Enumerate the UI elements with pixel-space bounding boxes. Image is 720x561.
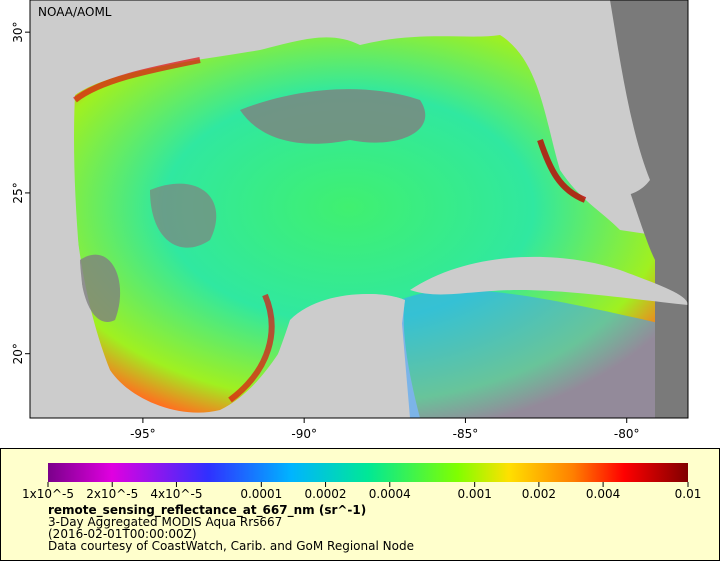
colorbar-tick-label: 0.001	[457, 487, 491, 501]
x-tick-label: -95°	[130, 427, 156, 441]
colorbar-tick-label: 1x10^-5	[22, 487, 74, 501]
colorbar-tick-label: 0.004	[586, 487, 620, 501]
colorbar-tick-label: 0.01	[675, 487, 702, 501]
map-frame	[29, 0, 689, 419]
legend-line: 3-Day Aggregated MODIS Aqua Rrs667	[48, 515, 282, 529]
mexico-texas	[30, 0, 260, 418]
credit: NOAA/AOML	[38, 5, 112, 19]
florida	[540, 0, 650, 196]
coastal-high	[537, 139, 587, 203]
colorbar-tick-label: 0.002	[522, 487, 556, 501]
no-data	[150, 183, 217, 248]
axes: -95° -90° -85° -80° 20° 25° 30°	[11, 22, 640, 441]
cuba	[410, 256, 688, 305]
colorbar-tick-label: 0.0001	[240, 487, 282, 501]
legend-line: Data courtesy of CoastWatch, Carib. and …	[48, 539, 414, 553]
x-tick-label: -80°	[614, 427, 640, 441]
caribbean	[400, 290, 688, 418]
y-tick-label: 25°	[11, 182, 25, 203]
no-data	[80, 254, 121, 322]
colorbar-tick-label: 0.0004	[369, 487, 411, 501]
colorbar-tick-label: 4x10^-5	[150, 487, 202, 501]
no-data	[240, 89, 426, 144]
colorbar	[48, 463, 688, 482]
x-tick-label: -90°	[291, 427, 317, 441]
colorbar-tick-label: 0.0002	[305, 487, 347, 501]
variable-name: remote_sensing_reflectance_at_667_nm (sr…	[48, 503, 366, 518]
y-tick-label: 20°	[11, 343, 25, 364]
map: NOAA/AOML	[29, 0, 689, 419]
coastal-high	[73, 57, 275, 403]
colorbar-tick-label: 2x10^-5	[86, 487, 138, 501]
yucatan	[240, 294, 405, 418]
y-tick-label: 30°	[11, 22, 25, 43]
colorbar-axis: 1x10^-5 2x10^-5 4x10^-5 0.0001 0.0002 0.0004 0…	[22, 482, 701, 501]
legend-line: (2016-02-01T00:00:00Z)	[48, 527, 197, 541]
x-tick-label: -85°	[453, 427, 479, 441]
